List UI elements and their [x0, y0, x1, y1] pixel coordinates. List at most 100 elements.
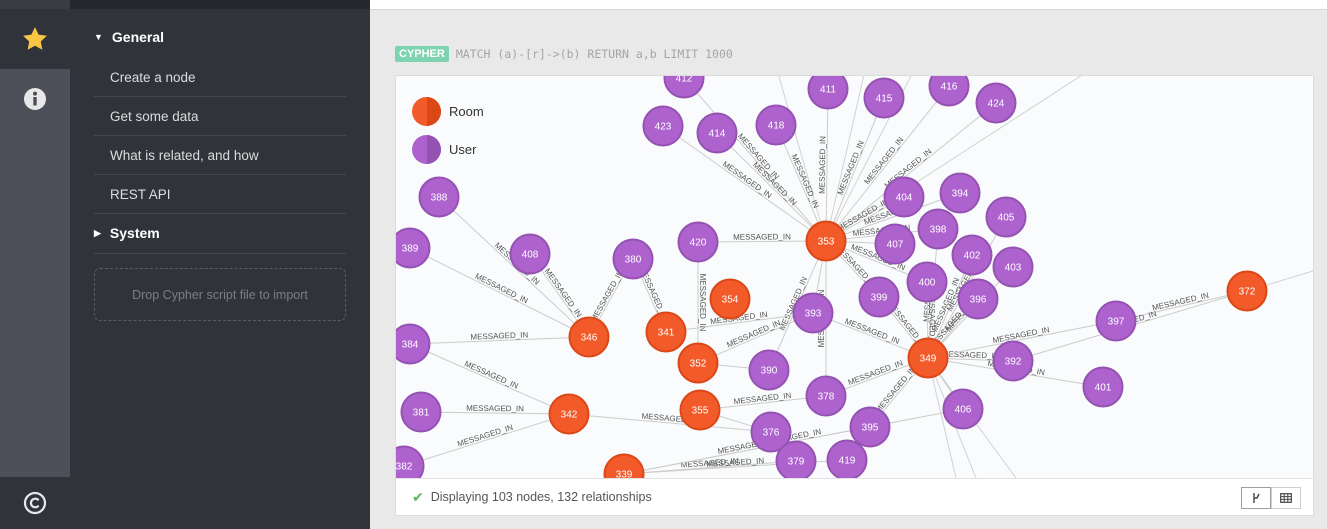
- user-node[interactable]: 394: [939, 172, 981, 214]
- room-node[interactable]: 353: [805, 220, 847, 262]
- room-node[interactable]: 354: [709, 278, 751, 320]
- user-node[interactable]: 419: [826, 439, 868, 479]
- legend: Room User: [412, 92, 484, 168]
- user-node[interactable]: 380: [612, 238, 654, 280]
- node-label: 341: [658, 328, 675, 339]
- user-node[interactable]: 404: [883, 176, 925, 218]
- user-node[interactable]: 397: [1095, 300, 1137, 342]
- relationship-label: MESSAGED_IN: [836, 139, 866, 196]
- node-label: 396: [970, 295, 987, 306]
- node-label: 399: [871, 293, 888, 304]
- query-text[interactable]: MATCH (a)-[r]->(b) RETURN a,b LIMIT 1000: [455, 47, 733, 61]
- node-label: 415: [876, 94, 893, 105]
- node-label: 400: [919, 278, 936, 289]
- user-node[interactable]: 378: [805, 375, 847, 417]
- drop-zone[interactable]: Drop Cypher script file to import: [94, 268, 346, 321]
- user-node[interactable]: 379: [775, 440, 817, 479]
- user-node[interactable]: 376: [750, 411, 792, 453]
- graph-view-button[interactable]: [1241, 487, 1271, 509]
- node-label: 376: [763, 428, 780, 439]
- user-node[interactable]: 416: [928, 76, 970, 107]
- relationship-edge[interactable]: MESSAGED_IN: [697, 232, 827, 243]
- user-node[interactable]: 399: [858, 276, 900, 318]
- user-node[interactable]: 402: [951, 234, 993, 276]
- frame-title[interactable]: CYPHER MATCH (a)-[r]->(b) RETURN a,b LIM…: [395, 46, 733, 62]
- user-node[interactable]: 395: [849, 406, 891, 448]
- user-node[interactable]: 390: [748, 349, 790, 391]
- room-node[interactable]: 352: [677, 342, 719, 384]
- legend-item-user[interactable]: User: [412, 130, 484, 168]
- relationship-label: MESSAGED_IN: [927, 291, 937, 349]
- relationship-edge[interactable]: MESSAGED_IN: [818, 88, 829, 242]
- relationship-label: MESSAGED_IN: [706, 456, 764, 469]
- room-node[interactable]: 349: [907, 337, 949, 379]
- room-node[interactable]: 339: [603, 453, 645, 479]
- user-node[interactable]: 382: [396, 445, 425, 479]
- drawer-item-related[interactable]: What is related, and how: [94, 136, 346, 175]
- user-node[interactable]: 400: [906, 261, 948, 303]
- relationship-label: MESSAGED_IN: [942, 349, 1000, 360]
- user-node[interactable]: 408: [509, 233, 551, 275]
- room-node[interactable]: 342: [548, 393, 590, 435]
- icon-sidebar: [0, 0, 70, 529]
- drawer-top-strip: [70, 0, 370, 9]
- user-node[interactable]: 389: [396, 227, 431, 269]
- node-label: 408: [522, 250, 539, 261]
- relationship-edge[interactable]: [825, 76, 1096, 242]
- relationship-edge[interactable]: [825, 76, 866, 242]
- user-node[interactable]: 392: [992, 340, 1034, 382]
- node-label: 372: [1239, 287, 1256, 298]
- user-node[interactable]: 407: [874, 223, 916, 265]
- room-node[interactable]: 372: [1226, 270, 1268, 312]
- room-node[interactable]: 355: [679, 389, 721, 431]
- node-label: 420: [690, 238, 707, 249]
- legend-item-room[interactable]: Room: [412, 92, 484, 130]
- relationship-edge[interactable]: MESSAGED_IN: [438, 196, 590, 338]
- user-node[interactable]: 403: [992, 246, 1034, 288]
- section-general[interactable]: ▼ General: [94, 29, 164, 45]
- drawer-item-create-node[interactable]: Create a node: [94, 58, 346, 97]
- node-label: 404: [896, 193, 913, 204]
- favorites-tab[interactable]: [0, 9, 70, 69]
- room-node[interactable]: 341: [645, 311, 687, 353]
- relationship-edge[interactable]: MESSAGED_IN: [420, 404, 570, 415]
- user-node[interactable]: 418: [755, 104, 797, 146]
- user-node[interactable]: 405: [985, 196, 1027, 238]
- user-node[interactable]: 420: [677, 221, 719, 263]
- relationship-edge[interactable]: [927, 357, 957, 478]
- user-node[interactable]: 398: [917, 208, 959, 250]
- drawer-item-rest-api[interactable]: REST API: [94, 175, 346, 214]
- user-node[interactable]: 406: [942, 388, 984, 430]
- relationship-edge[interactable]: MESSAGED_IN: [683, 77, 827, 242]
- relationship-edge[interactable]: MESSAGED_IN: [568, 411, 772, 433]
- user-node[interactable]: 393: [792, 292, 834, 334]
- section-system[interactable]: ▶ System: [94, 225, 160, 241]
- node-label: 406: [955, 405, 972, 416]
- main-area: CYPHER MATCH (a)-[r]->(b) RETURN a,b LIM…: [370, 0, 1327, 529]
- user-node[interactable]: 401: [1082, 366, 1124, 408]
- user-node[interactable]: 411: [807, 76, 849, 110]
- room-node[interactable]: 346: [568, 316, 610, 358]
- drawer-item-get-data[interactable]: Get some data: [94, 97, 346, 136]
- relationship-edge[interactable]: MESSAGED_IN: [409, 330, 590, 345]
- info-tab[interactable]: [0, 69, 70, 129]
- user-node[interactable]: 381: [400, 391, 442, 433]
- user-node[interactable]: 415: [863, 77, 905, 119]
- info-icon: [24, 88, 46, 110]
- status-text: Displaying 103 nodes, 132 relationships: [430, 490, 652, 504]
- user-node[interactable]: 414: [696, 112, 738, 154]
- graph-canvas[interactable]: MESSAGED_IN MESSAGED_IN MESSAGED_INMESSAGE…: [396, 76, 1313, 478]
- about-tab[interactable]: [0, 477, 70, 529]
- user-node[interactable]: 424: [975, 82, 1017, 124]
- user-node[interactable]: 396: [957, 278, 999, 320]
- user-node[interactable]: 412: [663, 76, 705, 99]
- user-node[interactable]: 388: [418, 176, 460, 218]
- node-label: 418: [768, 121, 785, 132]
- graph-view[interactable]: MESSAGED_IN MESSAGED_IN MESSAGED_IN MESSAGE…: [396, 76, 1313, 478]
- user-node[interactable]: 423: [642, 105, 684, 147]
- section-general-title: General: [111, 29, 165, 45]
- editor-bar[interactable]: [370, 0, 1327, 10]
- table-view-button[interactable]: [1271, 487, 1301, 509]
- relationship-edge[interactable]: [776, 76, 827, 242]
- user-node[interactable]: 384: [396, 323, 431, 365]
